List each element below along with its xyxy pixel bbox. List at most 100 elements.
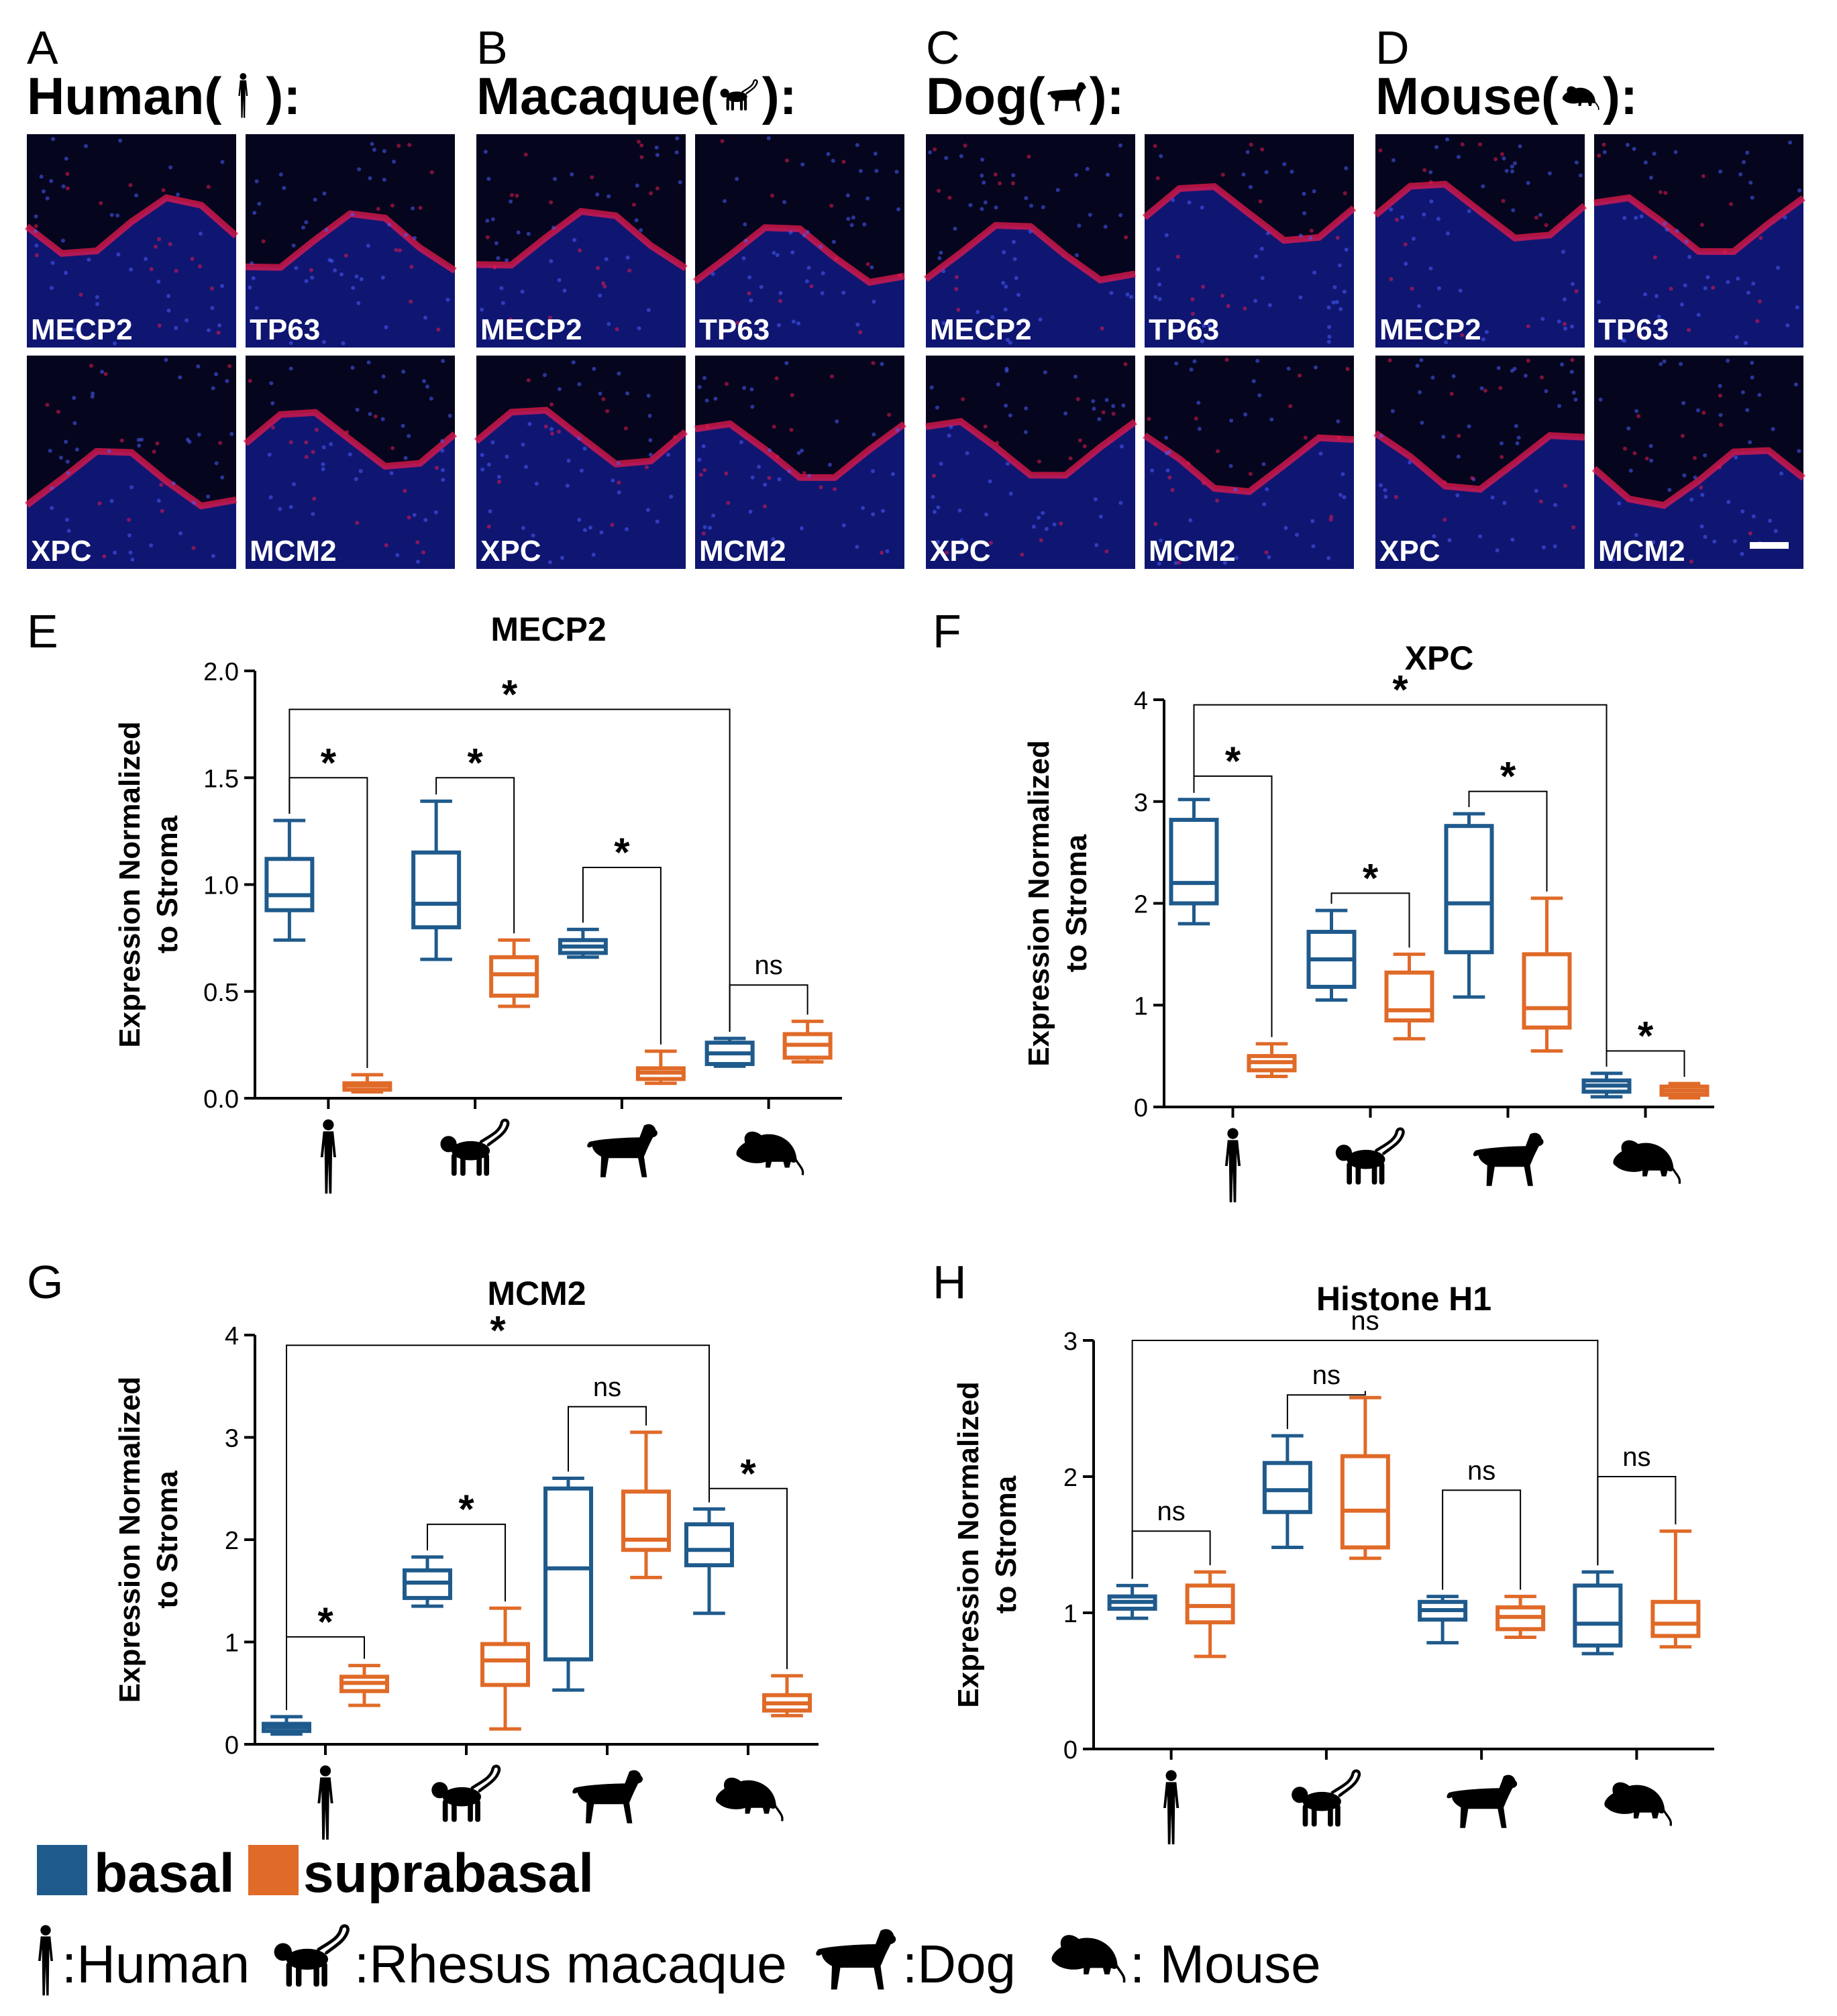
nucleus-dot bbox=[294, 266, 299, 270]
nucleus-dot bbox=[1177, 560, 1182, 565]
nucleus-dot bbox=[590, 175, 594, 180]
nucleus-dot bbox=[1390, 409, 1395, 413]
micrograph-tile-mcm2: MCM2 bbox=[1591, 356, 1806, 569]
nucleus-dot bbox=[1745, 150, 1750, 155]
nucleus-dot bbox=[129, 485, 134, 490]
nucleus-dot bbox=[1795, 305, 1799, 310]
nucleus-dot bbox=[871, 361, 876, 366]
nucleus-dot bbox=[748, 509, 753, 514]
nucleus-dot bbox=[407, 143, 412, 148]
nucleus-dot bbox=[1121, 403, 1126, 408]
nucleus-dot bbox=[250, 261, 254, 266]
nucleus-dot bbox=[1155, 176, 1160, 180]
box-suprabasal-3 bbox=[782, 1019, 833, 1064]
nucleus-dot bbox=[898, 273, 902, 278]
nucleus-dot bbox=[698, 472, 703, 477]
nucleus-dot bbox=[1260, 147, 1265, 152]
nucleus-dot bbox=[128, 183, 133, 187]
mouse-icon bbox=[1603, 1781, 1673, 1827]
nucleus-dot bbox=[649, 191, 653, 196]
nucleus-dot bbox=[998, 181, 1002, 186]
nucleus-dot bbox=[634, 218, 639, 223]
nucleus-dot bbox=[216, 330, 221, 335]
nucleus-dot bbox=[579, 468, 584, 473]
nucleus-dot bbox=[1449, 392, 1454, 396]
nucleus-dot bbox=[1662, 359, 1667, 364]
tissue-region bbox=[695, 423, 904, 569]
nucleus-dot bbox=[827, 462, 832, 467]
nucleus-dot bbox=[885, 549, 890, 553]
nucleus-dot bbox=[1153, 522, 1158, 526]
marker-band bbox=[925, 418, 1137, 479]
nucleus-dot bbox=[1023, 430, 1028, 435]
significance-bracket: ns bbox=[1131, 1306, 1599, 1579]
nucleus-dot bbox=[64, 156, 68, 161]
significance-label: ns bbox=[1312, 1361, 1341, 1390]
significance-label: ns bbox=[1351, 1306, 1379, 1336]
bracket-line bbox=[1193, 775, 1273, 1037]
nucleus-dot bbox=[1328, 517, 1333, 522]
nucleus-dot bbox=[1479, 386, 1484, 390]
nucleus-dot bbox=[1526, 358, 1530, 363]
nucleus-dot bbox=[1703, 286, 1708, 290]
nucleus-dot bbox=[42, 189, 46, 194]
nucleus-dot bbox=[1088, 213, 1092, 217]
nucleus-dot bbox=[711, 513, 716, 518]
human-icon bbox=[317, 1765, 333, 1840]
nucleus-dot bbox=[1379, 483, 1383, 488]
bracket-line bbox=[286, 1636, 365, 1710]
nucleus-dot bbox=[310, 275, 315, 280]
nucleus-dot bbox=[1109, 290, 1114, 295]
nucleus-dot bbox=[605, 409, 610, 413]
tissue-region bbox=[476, 410, 686, 569]
nucleus-dot bbox=[1228, 464, 1233, 468]
nucleus-dot bbox=[1074, 172, 1079, 177]
nucleus-dot bbox=[1234, 555, 1239, 560]
nucleus-dot bbox=[341, 341, 346, 346]
nucleus-dot bbox=[185, 318, 189, 323]
nucleus-dot bbox=[1188, 518, 1193, 523]
nucleus-dot bbox=[199, 231, 203, 236]
bracket-line bbox=[1286, 1391, 1366, 1430]
panel-letter: G bbox=[27, 1256, 63, 1308]
nucleus-dot bbox=[1626, 426, 1631, 431]
nucleus-dot bbox=[845, 193, 850, 198]
nucleus-dot bbox=[113, 550, 117, 555]
micrograph-tile-tp63: TP63 bbox=[1142, 134, 1357, 348]
box-basal-2 bbox=[1418, 1595, 1468, 1645]
nucleus-dot bbox=[778, 290, 783, 295]
nucleus-dot bbox=[1262, 502, 1267, 507]
nucleus-dot bbox=[1571, 525, 1576, 529]
nucleus-dot bbox=[161, 188, 166, 193]
nucleus-dot bbox=[894, 170, 899, 174]
nucleus-dot bbox=[928, 150, 933, 155]
y-tick-label: 4 bbox=[225, 1322, 239, 1350]
mouse-icon bbox=[1612, 1138, 1681, 1185]
nucleus-dot bbox=[505, 258, 509, 262]
bracket-line bbox=[288, 708, 731, 1032]
nucleus-dot bbox=[939, 462, 943, 466]
significance-bracket: * bbox=[286, 1308, 710, 1710]
nucleus-dot bbox=[1012, 240, 1016, 244]
nucleus-dot bbox=[1420, 421, 1424, 425]
nucleus-dot bbox=[1602, 142, 1606, 147]
nucleus-dot bbox=[39, 174, 44, 179]
nucleus-dot bbox=[1512, 161, 1517, 166]
nucleus-dot bbox=[1628, 468, 1633, 473]
box-suprabasal-1 bbox=[1384, 952, 1434, 1041]
nucleus-dot bbox=[509, 199, 513, 204]
nucleus-dot bbox=[598, 293, 602, 298]
nucleus-dot bbox=[128, 550, 133, 555]
nucleus-dot bbox=[789, 427, 794, 432]
nucleus-dot bbox=[1687, 254, 1692, 259]
nucleus-dot bbox=[1451, 374, 1456, 378]
nucleus-dot bbox=[1758, 299, 1762, 304]
nucleus-dot bbox=[1336, 419, 1341, 423]
nucleus-dot bbox=[673, 435, 677, 439]
nucleus-dot bbox=[1091, 399, 1096, 403]
nucleus-dot bbox=[1157, 282, 1162, 287]
box-suprabasal-2 bbox=[1522, 896, 1572, 1053]
nucleus-dot bbox=[72, 327, 77, 332]
nucleus-dot bbox=[1343, 191, 1347, 196]
nucleus-dot bbox=[861, 506, 865, 511]
